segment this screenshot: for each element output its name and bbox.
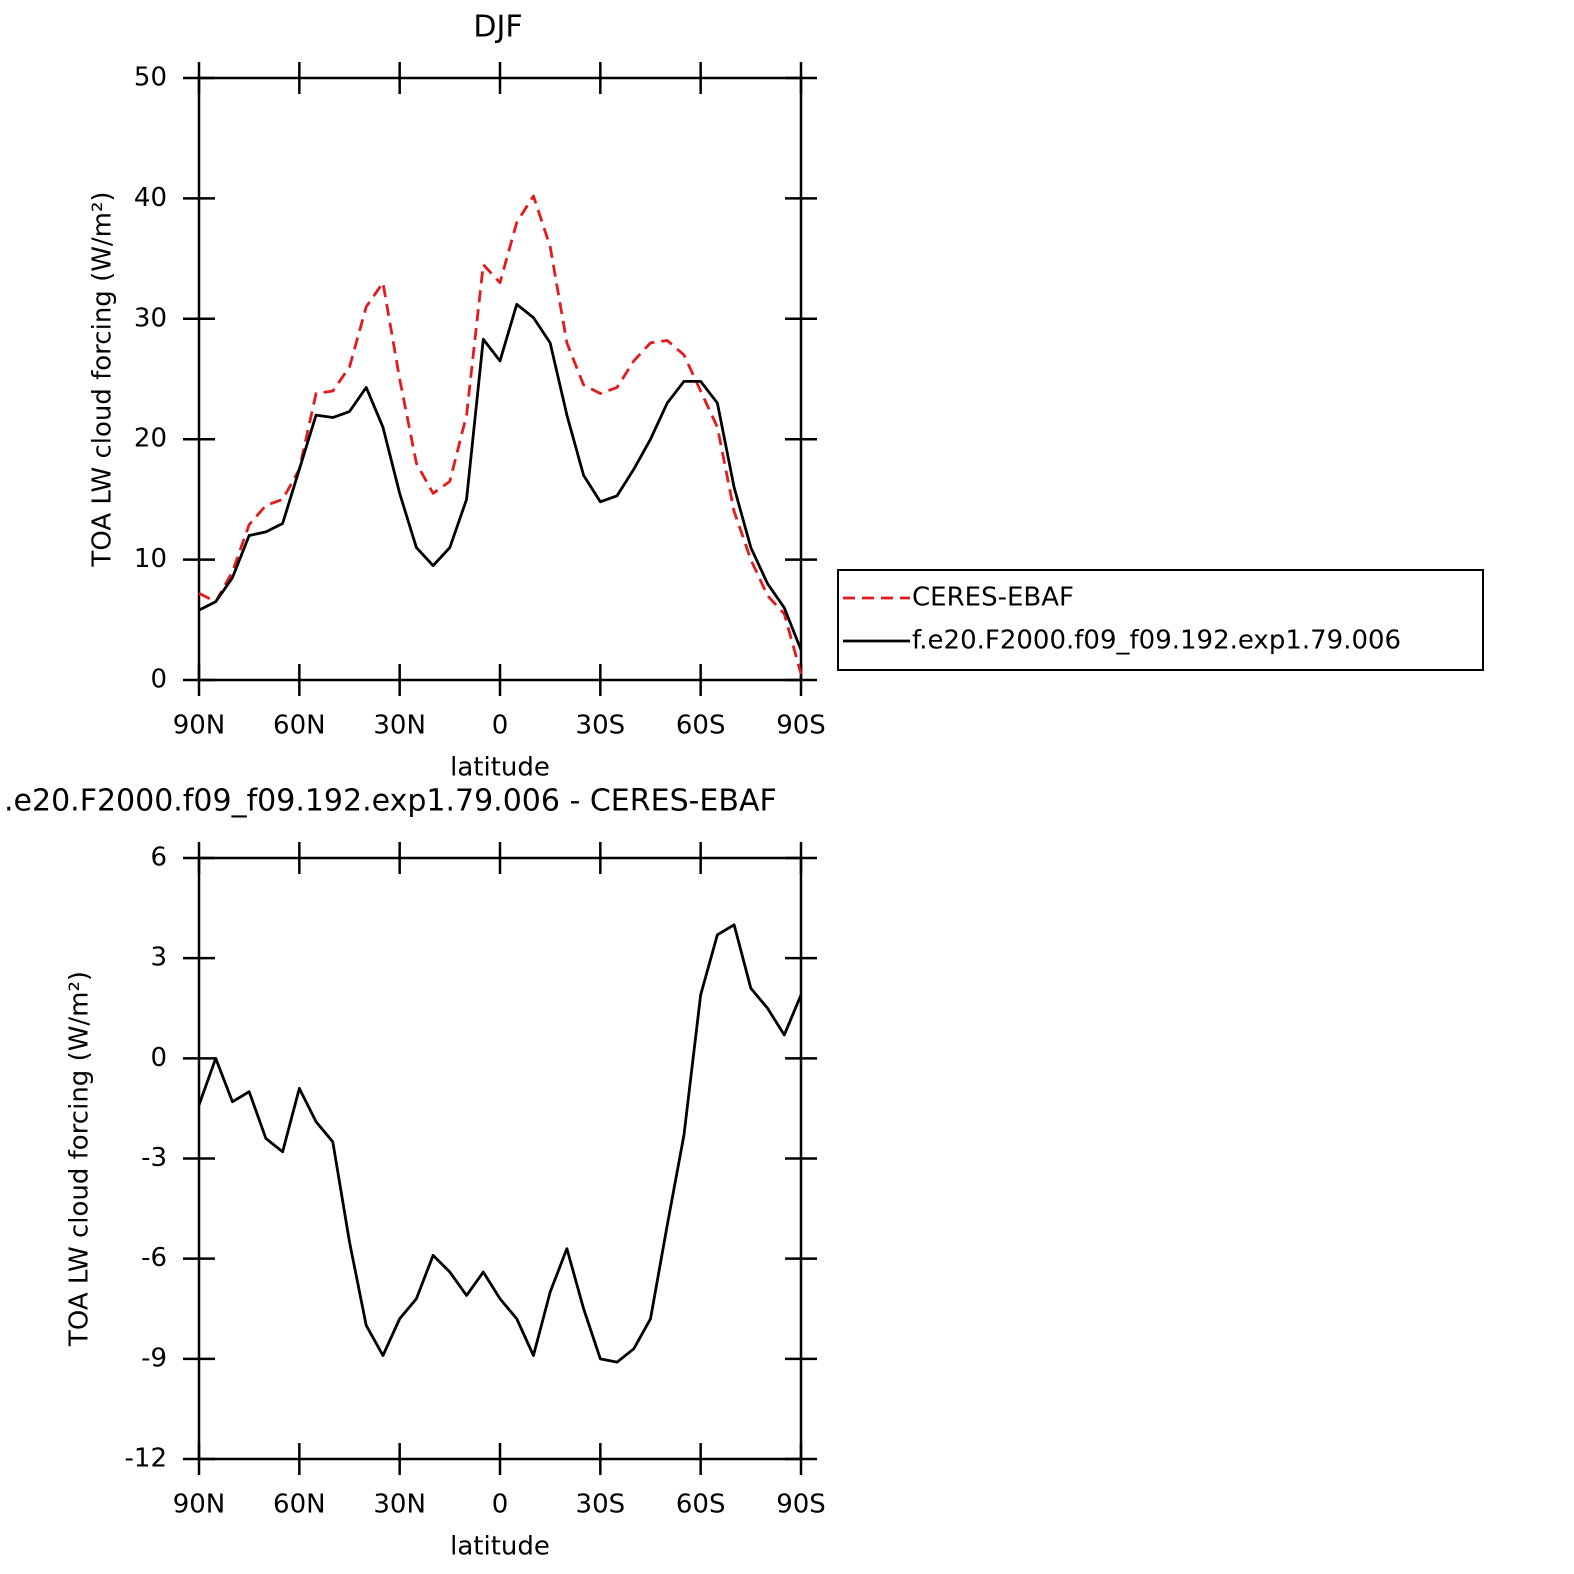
x-tick-label: 90S xyxy=(776,711,826,741)
x-tick-label: 90S xyxy=(776,1490,826,1520)
y-axis-label: TOA LW cloud forcing (W/m²) xyxy=(65,971,95,1347)
y-tick-label: -12 xyxy=(125,1444,167,1474)
legend-box xyxy=(837,569,1484,671)
x-tick-label: 30N xyxy=(373,1490,426,1520)
y-tick-label: 0 xyxy=(150,1043,167,1073)
legend-label: CERES-EBAF xyxy=(912,583,1074,613)
x-axis-label: latitude xyxy=(450,753,550,783)
y-tick-label: 0 xyxy=(150,665,167,695)
y-tick-label: 30 xyxy=(134,303,167,333)
x-tick-label: 60N xyxy=(273,1490,326,1520)
y-tick-label: -3 xyxy=(141,1143,167,1173)
y-axis-label: TOA LW cloud forcing (W/m²) xyxy=(88,191,118,567)
x-axis-label: latitude xyxy=(450,1532,550,1562)
y-tick-label: -6 xyxy=(141,1243,167,1273)
legend-label: f.e20.F2000.f09_f09.192.exp1.79.006 xyxy=(912,626,1401,656)
data-line xyxy=(198,302,803,651)
x-tick-label: 90N xyxy=(173,711,226,741)
x-tick-label: 60S xyxy=(676,711,726,741)
y-tick-label: 6 xyxy=(150,843,167,873)
y-tick-label: 10 xyxy=(134,544,167,574)
x-tick-label: 30S xyxy=(576,711,626,741)
x-tick-label: 0 xyxy=(492,1490,509,1520)
plot-frame xyxy=(197,76,803,682)
y-tick-label: 40 xyxy=(134,183,167,213)
y-tick-label: 50 xyxy=(134,63,167,93)
x-tick-label: 30S xyxy=(576,1490,626,1520)
x-tick-label: 30N xyxy=(373,711,426,741)
y-tick-label: 20 xyxy=(134,424,167,454)
x-tick-label: 60S xyxy=(676,1490,726,1520)
y-tick-label: -9 xyxy=(141,1343,167,1373)
data-line xyxy=(197,923,803,1364)
plot-frame xyxy=(197,856,803,1461)
chart-title: DJF xyxy=(473,10,522,45)
data-line xyxy=(198,194,803,675)
y-tick-label: 3 xyxy=(150,943,167,973)
x-tick-label: 60N xyxy=(273,711,326,741)
chart-title: .e20.F2000.f09_f09.192.exp1.79.006 - CER… xyxy=(4,784,777,819)
x-tick-label: 0 xyxy=(492,711,509,741)
x-tick-label: 90N xyxy=(173,1490,226,1520)
